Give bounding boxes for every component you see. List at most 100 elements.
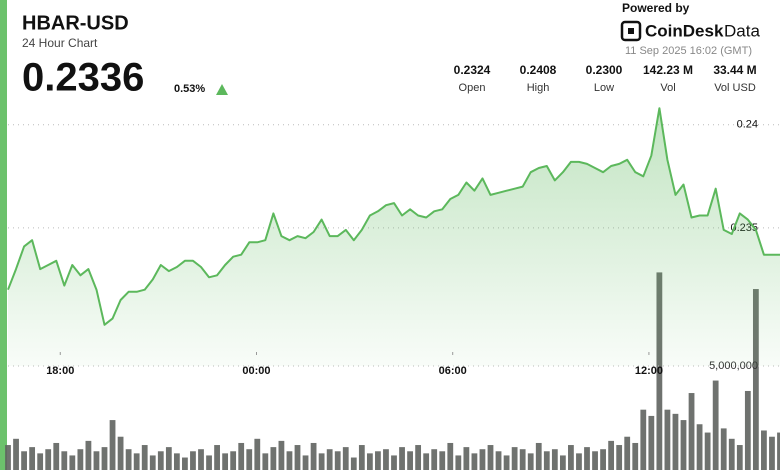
x-tick-label: 06:00	[439, 365, 467, 377]
volume-bar	[423, 453, 430, 470]
volume-bar	[624, 436, 631, 470]
stat-label: High	[527, 82, 550, 94]
volume-bar	[600, 449, 606, 470]
volume-bar	[85, 440, 92, 470]
volume-bar	[616, 445, 623, 470]
volume-bar	[728, 438, 735, 470]
volume-bar	[736, 445, 743, 470]
volume-bar	[182, 457, 188, 470]
volume-bar	[664, 409, 671, 470]
volume-bar	[640, 409, 647, 470]
stat-label: Low	[594, 82, 614, 94]
y-tick-label: 0.24	[737, 119, 758, 131]
volume-bar	[584, 447, 590, 470]
volume-bar	[21, 451, 27, 470]
volume-bar	[222, 453, 229, 470]
stat-value: 0.2324	[454, 63, 491, 77]
volume-bar	[53, 442, 60, 470]
volume-bar	[375, 451, 381, 470]
volume-bar	[648, 415, 655, 470]
volume-bar	[769, 436, 775, 470]
volume-bar	[366, 453, 373, 470]
subtitle: 24 Hour Chart	[22, 36, 98, 50]
volume-bar	[214, 445, 220, 470]
volume-bar	[744, 390, 751, 470]
volume-bar	[13, 438, 19, 470]
volume-bar	[399, 447, 405, 470]
stat-label: Vol	[660, 82, 675, 94]
volume-bar	[278, 440, 285, 470]
up-arrow	[216, 84, 228, 95]
volume-bar	[165, 447, 172, 470]
volume-bar	[608, 440, 615, 470]
change: 0.53%	[174, 83, 205, 95]
stat-value: 142.23 M	[643, 63, 693, 77]
volume-bar	[761, 430, 767, 470]
stat-value: 33.44 M	[713, 63, 756, 77]
stat-label: Vol USD	[714, 82, 756, 94]
volume-bar	[487, 445, 494, 470]
volume-bar	[568, 445, 574, 470]
volume-bar	[350, 457, 357, 470]
volume-bar	[190, 451, 196, 470]
volume-bar	[391, 455, 397, 470]
volume-bar	[125, 449, 132, 470]
volume-bar	[752, 289, 759, 470]
volume-bar	[157, 451, 164, 470]
volume-bar	[334, 451, 341, 470]
volume-bar	[672, 413, 679, 470]
price: 0.2336	[22, 56, 144, 100]
volume-bar	[69, 455, 76, 470]
volume-bar	[777, 432, 780, 470]
x-tick-label: 00:00	[242, 365, 270, 377]
volume-bar	[326, 449, 333, 470]
timestamp: 11 Sep 2025 16:02 (GMT)	[625, 45, 752, 57]
volume-bar	[680, 420, 687, 470]
volume-bar	[358, 445, 365, 470]
volume-bar	[407, 451, 413, 470]
volume-bar	[61, 451, 68, 470]
volume-bar	[149, 455, 156, 470]
volume-bar	[704, 432, 711, 470]
x-tick-label: 12:00	[635, 365, 663, 377]
volume-bar	[246, 449, 253, 470]
volume-bar	[447, 442, 454, 470]
volume-bar	[511, 447, 518, 470]
volume-bar	[688, 393, 695, 470]
volume-bar	[632, 442, 639, 470]
volume-bar	[238, 442, 245, 470]
accent-strip	[0, 0, 7, 470]
volume-bar	[286, 451, 293, 470]
volume-bar	[29, 447, 36, 470]
powered-by: Powered by	[622, 1, 690, 15]
volume-bar	[559, 455, 566, 470]
stat-label: Open	[459, 82, 486, 94]
volume-bar	[463, 447, 470, 470]
volume-bar	[173, 453, 180, 470]
volume-bar	[45, 449, 52, 470]
stat-value: 0.2408	[520, 63, 557, 77]
stat-value: 0.2300	[586, 63, 623, 77]
volume-bar	[5, 445, 11, 470]
volume-bar	[383, 449, 389, 470]
volume-bar	[109, 420, 116, 470]
volume-bar	[576, 453, 582, 470]
volume-bar	[527, 453, 534, 470]
volume-bar	[592, 451, 598, 470]
volume-bar	[471, 453, 478, 470]
brand: CoinDesk	[645, 21, 724, 40]
volume-bar	[117, 436, 124, 470]
volume-bar	[479, 449, 486, 470]
brand-suffix: Data	[724, 21, 760, 40]
volume-bar	[262, 453, 269, 470]
volume-bar	[254, 438, 261, 470]
volume-bar	[656, 272, 663, 470]
volume-bar	[77, 449, 84, 470]
volume-bar	[37, 453, 44, 470]
price-line	[7, 107, 780, 326]
stats: 0.2324 Open 0.2408 High 0.2300 Low 142.23 M Vol…	[454, 63, 757, 94]
volume-bar	[302, 455, 309, 470]
volume-bar	[519, 449, 526, 470]
